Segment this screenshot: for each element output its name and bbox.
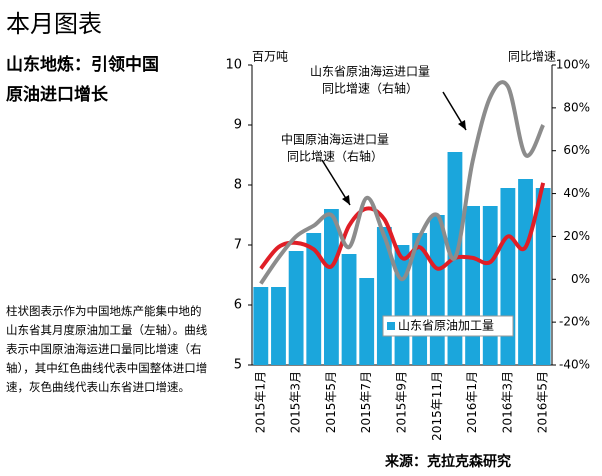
bar xyxy=(500,188,516,365)
line xyxy=(259,182,546,271)
x-tick-label: 2016年1月 xyxy=(465,371,479,433)
bar xyxy=(341,254,357,365)
x-tick-label: 2015年7月 xyxy=(359,371,373,433)
y-tick-label: 10 xyxy=(225,58,242,73)
y2-tick-label: 0% xyxy=(571,272,590,286)
y2-tick-label: 80% xyxy=(563,100,590,114)
legend-label: 山东省原油加工量 xyxy=(398,319,494,333)
bar xyxy=(535,188,551,365)
y-tick-label: 9 xyxy=(234,118,242,133)
x-tick-label: 2015年9月 xyxy=(395,371,409,433)
bar xyxy=(271,287,286,365)
x-tick-label: 2015年11月 xyxy=(430,371,444,441)
x-tick-label: 2015年1月 xyxy=(253,371,267,433)
bar xyxy=(394,245,410,365)
arrow-head xyxy=(458,120,466,130)
page-title: 本月图表 xyxy=(6,10,102,38)
annotation: 同比增速（右轴） xyxy=(287,149,383,164)
y2-tick-label: -20% xyxy=(559,315,590,329)
y-axis-label: 百万吨 xyxy=(252,50,288,64)
y-tick-label: 6 xyxy=(234,298,242,313)
bar xyxy=(429,215,445,365)
y2-tick-label: 100% xyxy=(556,58,590,72)
bar xyxy=(359,278,375,365)
legend: 山东省原油加工量 xyxy=(382,315,514,337)
y2-axis-label: 同比增速 xyxy=(508,50,556,64)
bar xyxy=(288,251,304,365)
line xyxy=(259,80,545,285)
description: 柱状图表示作为中国地炼产能集中地的山东省其月度原油加工量（左轴）。曲线表示中国原… xyxy=(6,304,208,394)
x-tick-label: 2016年3月 xyxy=(500,371,514,433)
y-tick-label: 8 xyxy=(234,178,242,193)
y2-tick-label: -40% xyxy=(559,358,590,372)
bar xyxy=(324,209,339,365)
x-tick-label: 2015年3月 xyxy=(289,371,303,433)
x-tick-label: 2015年5月 xyxy=(324,371,338,433)
y-tick-label: 7 xyxy=(234,238,242,253)
x-tick-label: 2016年5月 xyxy=(536,371,550,433)
y2-tick-label: 20% xyxy=(563,229,590,243)
bar xyxy=(253,287,269,365)
bar xyxy=(518,179,533,365)
arrow-head xyxy=(342,195,350,205)
annotation: 中国原油海运进口量 xyxy=(281,132,389,147)
legend-box xyxy=(382,315,514,337)
bar xyxy=(306,233,322,365)
bar xyxy=(482,206,498,365)
annotation: 山东省原油海运进口量 xyxy=(310,64,430,79)
legend-swatch xyxy=(387,322,395,330)
subtitle: 山东地炼：引领中国 xyxy=(6,55,159,75)
y2-tick-label: 60% xyxy=(563,143,590,157)
source: 来源：克拉克森研究 xyxy=(384,453,511,470)
y2-tick-label: 40% xyxy=(563,186,590,200)
bar xyxy=(465,206,480,365)
subtitle: 原油进口增长 xyxy=(6,85,108,105)
annotation: 同比增速（右轴） xyxy=(322,81,418,96)
y-tick-label: 5 xyxy=(234,358,242,373)
